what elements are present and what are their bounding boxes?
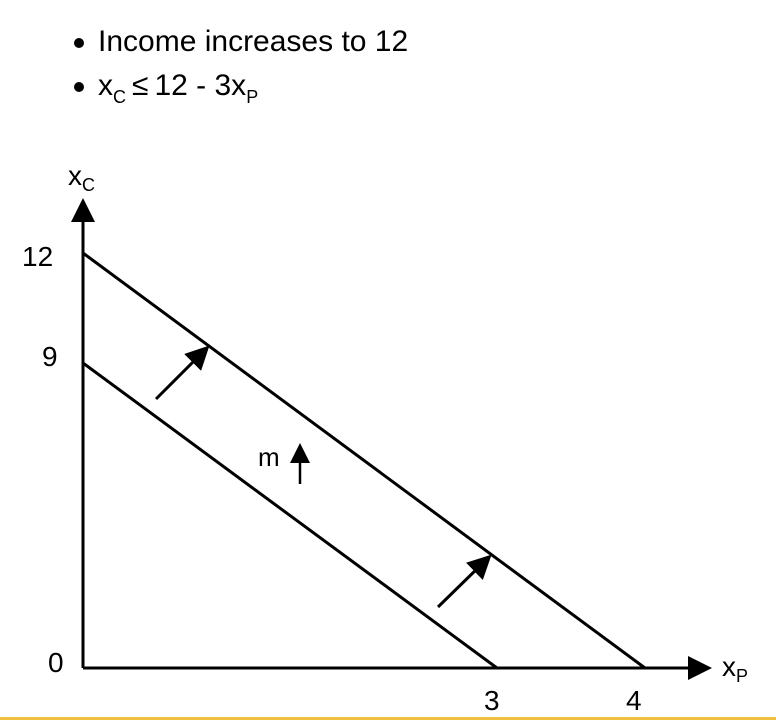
y-axis-label: xC [68,160,95,195]
constraint-lhs-var: x [98,69,113,102]
bullet-dot-icon [74,38,84,48]
y-axis-label-var: x [68,160,82,191]
x-axis-label-sub: P [736,666,748,686]
constraint-relation: ≤ [132,69,149,102]
income-label: m [258,442,280,472]
original-budget-line [82,361,498,670]
x-axis-label-var: x [722,651,736,682]
bottom-rule [0,717,776,720]
y-tick-0: 0 [48,647,64,678]
bullet-dot-icon [74,82,84,92]
constraint-rhs: 12 - 3x [154,69,247,102]
bullet-list: Income increases to 12 xC ≤12 - 3xP [72,20,408,111]
y-axis-label-sub: C [82,175,95,195]
x-tick-3: 3 [484,685,500,716]
constraint-rhs-sub: P [246,87,259,107]
y-tick-12: 12 [22,241,53,272]
constraint-lhs-sub: C [113,87,126,107]
y-tick-9: 9 [42,341,58,372]
shift-arrow-lower [436,554,492,609]
shift-arrow-upper [154,345,210,401]
x-tick-4: 4 [626,685,642,716]
x-axis-label: xP [722,651,748,686]
bullet-item-income: Income increases to 12 [72,20,408,64]
bullet-item-constraint: xC ≤12 - 3xP [72,64,408,111]
bullet-text-income: Income increases to 12 [98,25,409,58]
new-budget-line [82,251,646,670]
